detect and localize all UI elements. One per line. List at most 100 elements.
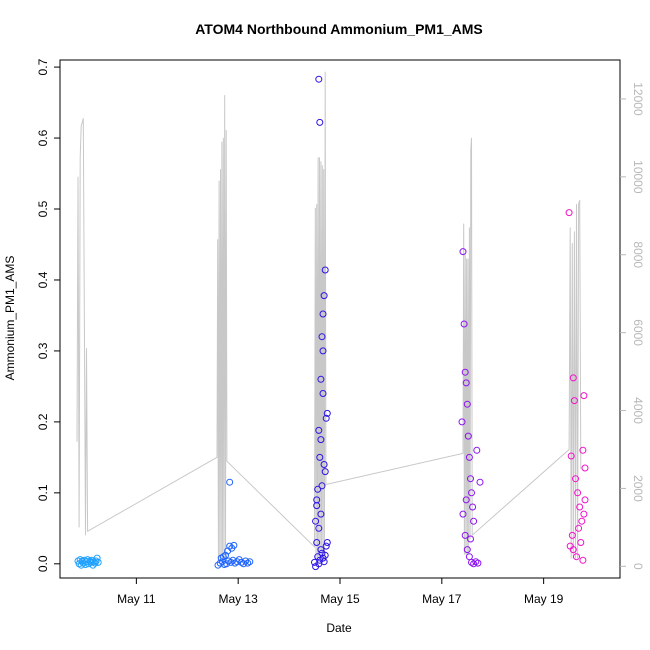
data-point [467, 535, 474, 543]
x-axis-label: Date [326, 621, 352, 635]
data-point [312, 517, 320, 525]
data-point [316, 118, 324, 126]
data-point [465, 453, 473, 461]
data-point [315, 75, 323, 83]
data-point [474, 559, 482, 567]
data-point [322, 542, 330, 550]
data-point [317, 375, 325, 383]
data-point [226, 542, 234, 550]
data-point [315, 426, 323, 434]
x-axis: May 11 May 13 May 15 May 17 May 19 [117, 578, 564, 606]
data-point [461, 368, 469, 376]
data-point [581, 496, 589, 504]
altitude-line [76, 71, 582, 559]
data-point [242, 557, 250, 565]
data-point [319, 347, 327, 355]
data-point [468, 489, 475, 497]
data-point [572, 475, 579, 483]
data-point [581, 464, 589, 472]
data-point [569, 374, 577, 382]
data-point [467, 475, 474, 483]
data-point [217, 554, 225, 562]
x-tick-label: May 15 [320, 592, 360, 606]
data-point [465, 553, 473, 561]
data-point [312, 563, 320, 571]
x-tick-label: May 11 [117, 592, 156, 606]
data-point [320, 558, 328, 566]
data-point [463, 400, 471, 408]
y-axis-label: Ammonium_PM1_AMS [3, 256, 17, 381]
data-point [320, 461, 328, 468]
data-point [246, 558, 254, 566]
y2-tick-label: 2000 [631, 475, 645, 502]
data-point [580, 392, 588, 400]
data-point [318, 482, 326, 490]
data-point [233, 558, 241, 566]
y-axis: 0.0 0.1 0.2 0.3 0.4 0.5 0.6 0.7 [36, 58, 60, 572]
x-tick-label: May 17 [422, 592, 462, 606]
data-point [577, 539, 585, 546]
data-point [462, 496, 470, 504]
chart-title: ATOM4 Northbound Ammonium_PM1_AMS [195, 21, 483, 37]
altitude-line-group [76, 71, 582, 559]
y-tick-label: 0.5 [36, 200, 50, 217]
x-tick-label: May 19 [524, 592, 564, 606]
y2-tick-label: 12000 [631, 82, 645, 116]
data-point [574, 489, 582, 497]
data-point [226, 478, 234, 486]
data-point [579, 446, 587, 454]
data-point [461, 531, 469, 539]
y2-tick-label: 6000 [631, 319, 645, 346]
data-point [94, 558, 102, 566]
data-point [316, 453, 324, 461]
y-tick-label: 0.2 [36, 413, 50, 430]
points-group [74, 75, 589, 571]
data-point [573, 553, 580, 561]
data-point [464, 432, 472, 440]
data-point [576, 503, 584, 511]
data-point [470, 560, 478, 568]
data-point [319, 310, 327, 318]
y-tick-label: 0.3 [36, 342, 50, 359]
data-point [568, 531, 576, 539]
data-point [322, 414, 330, 422]
data-point [578, 517, 586, 525]
y-tick-label: 0.7 [36, 58, 50, 75]
data-point [313, 496, 321, 504]
data-point [565, 209, 573, 217]
data-point [320, 292, 328, 300]
data-point [313, 539, 321, 546]
data-point [318, 333, 326, 341]
data-point [319, 390, 327, 397]
y-tick-label: 0.0 [36, 555, 50, 572]
data-point [315, 524, 323, 532]
data-point [459, 510, 467, 518]
data-point [463, 546, 471, 554]
data-point [580, 510, 588, 518]
data-point [230, 541, 238, 549]
data-point [470, 517, 478, 525]
data-point [469, 503, 477, 511]
data-point [459, 248, 467, 256]
data-point [570, 397, 578, 405]
y2-tick-label: 4000 [631, 397, 645, 424]
data-point [317, 546, 325, 554]
data-point [473, 446, 481, 454]
x-tick-label: May 13 [219, 592, 259, 606]
data-point [476, 478, 484, 486]
data-point [321, 266, 329, 274]
data-point [311, 558, 318, 566]
data-point [579, 556, 587, 564]
data-point [567, 452, 575, 460]
data-point [93, 554, 101, 562]
y-tick-label: 0.1 [36, 484, 50, 501]
y2-tick-label: 8000 [631, 241, 645, 268]
y-tick-label: 0.6 [36, 129, 50, 146]
y-tick-label: 0.4 [36, 271, 50, 288]
data-point [317, 436, 325, 444]
y2-tick-label: 0 [631, 563, 645, 570]
data-point [566, 542, 574, 550]
data-point [321, 551, 329, 559]
data-point [323, 409, 331, 417]
